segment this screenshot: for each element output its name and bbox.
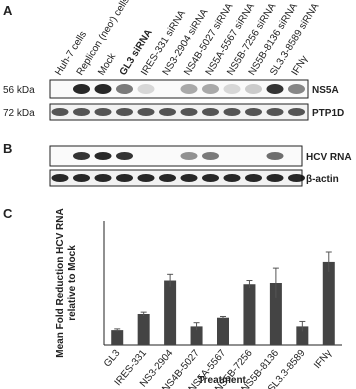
band [266, 174, 284, 182]
band [159, 108, 176, 116]
band [288, 84, 305, 94]
panel-label: B [3, 141, 12, 156]
band [73, 174, 90, 182]
blot-frame [49, 79, 309, 99]
band [245, 84, 262, 94]
bands [51, 84, 305, 182]
bar [164, 280, 177, 345]
band [266, 108, 284, 116]
bar [137, 314, 150, 345]
band [266, 84, 284, 94]
band [51, 108, 69, 116]
band [73, 108, 90, 116]
lane-label: IFNγ [290, 54, 311, 78]
band [51, 174, 69, 182]
bar [111, 330, 124, 345]
x-axis-title: Treatment [198, 375, 246, 386]
panel-label: A [3, 3, 13, 18]
band [180, 174, 198, 182]
x-tick-label: GL3 [102, 348, 123, 370]
row-label: NS5A [312, 85, 339, 96]
band [288, 108, 305, 116]
band [159, 174, 176, 182]
band [223, 108, 241, 116]
bar [296, 326, 309, 345]
band [94, 84, 112, 94]
band [202, 84, 219, 94]
band [180, 152, 198, 160]
panel-label: C [3, 206, 13, 221]
bar [217, 317, 229, 345]
band [202, 108, 219, 116]
band [180, 84, 198, 94]
lane-label: Mock [96, 51, 119, 78]
bar [269, 283, 282, 345]
row-label: β-actin [306, 174, 339, 185]
blot-frame [49, 103, 309, 121]
bar [243, 284, 256, 345]
band [94, 174, 112, 182]
band [94, 152, 112, 160]
band [223, 174, 241, 182]
band [202, 174, 219, 182]
band [116, 152, 133, 160]
y-axis-title: Mean Fold Reduction HCV RNArelative to M… [55, 208, 78, 357]
bar [190, 326, 203, 345]
x-tick-label: IFNγ [312, 348, 334, 371]
band [202, 152, 219, 160]
bar [322, 261, 335, 345]
band [116, 108, 133, 116]
blot-frame [49, 145, 303, 167]
band [137, 84, 155, 94]
band [73, 152, 90, 160]
band [245, 174, 262, 182]
band [180, 108, 198, 116]
band [73, 84, 90, 94]
row-label: PTP1D [312, 108, 344, 119]
band [116, 174, 133, 182]
row-label: HCV RNA [306, 152, 352, 163]
band [137, 174, 155, 182]
size-label: 56 kDa [3, 85, 35, 96]
band [288, 174, 305, 182]
band [266, 152, 284, 160]
band [223, 84, 241, 94]
band [116, 84, 133, 94]
band [137, 108, 155, 116]
band [245, 108, 262, 116]
size-label: 72 kDa [3, 108, 35, 119]
band [94, 108, 112, 116]
